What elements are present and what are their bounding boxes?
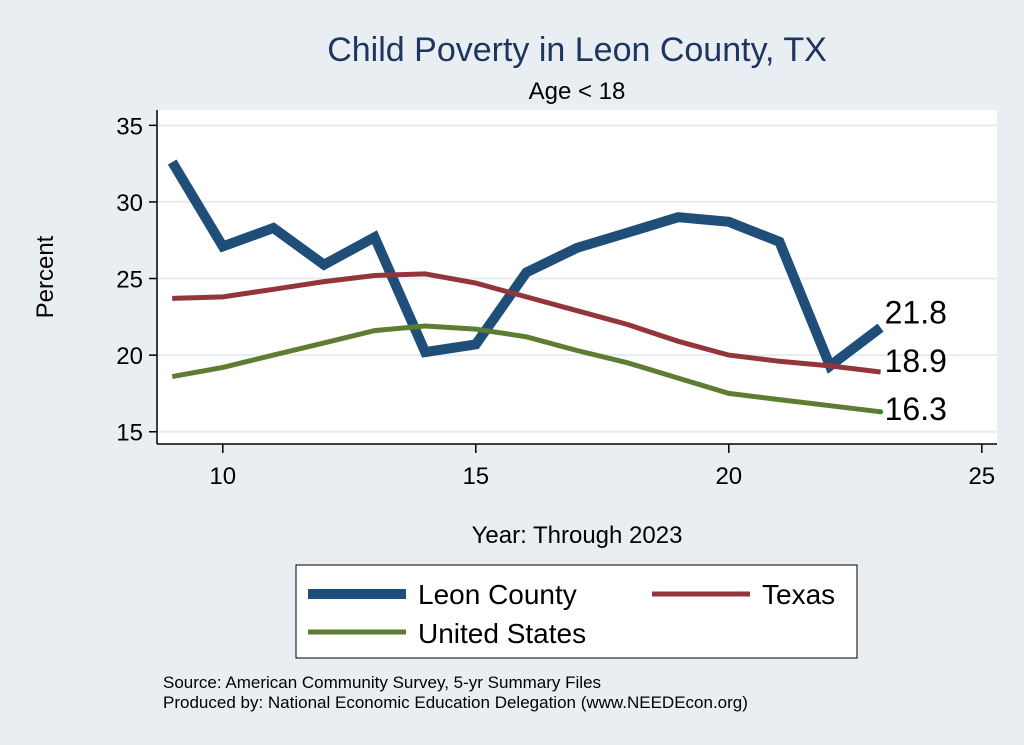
y-axis-title: Percent	[32, 235, 59, 318]
x-tick-label: 10	[209, 463, 236, 490]
series-line-united-states	[171, 323, 881, 415]
chart-subtitle: Age < 18	[529, 78, 626, 105]
end-label-leon-county: 21.8	[885, 295, 947, 331]
plot-area	[157, 110, 997, 444]
series-line-leon-county	[167, 159, 884, 374]
legend-label-leon-county: Leon County	[418, 579, 577, 610]
x-tick-label: 20	[715, 463, 742, 490]
legend-label-united-states: United States	[418, 618, 586, 649]
end-labels: 21.8 18.9 16.3	[878, 295, 947, 427]
x-tick-label: 25	[968, 463, 995, 490]
legend-label-texas: Texas	[762, 579, 835, 610]
y-tick-label: 25	[116, 267, 143, 294]
end-label-texas: 18.9	[885, 343, 947, 379]
y-tick-label: 30	[116, 190, 143, 217]
y-tick-label: 20	[116, 343, 143, 370]
produced-by-note: Produced by: National Economic Education…	[163, 693, 748, 712]
y-tick-label: 15	[116, 420, 143, 447]
legend-box	[295, 564, 858, 659]
series-line-texas	[172, 271, 881, 375]
legend: Leon County Texas United States	[295, 564, 858, 659]
series-lines	[167, 159, 884, 415]
y-tick-label: 35	[116, 113, 143, 140]
chart-title: Child Poverty in Leon County, TX	[327, 31, 827, 69]
source-note: Source: American Community Survey, 5-yr …	[163, 673, 601, 692]
x-tick-label: 15	[462, 463, 489, 490]
end-label-united-states: 16.3	[885, 391, 947, 427]
axes: 15 20 25 30 35 10 15 20 25	[116, 110, 997, 490]
x-axis-title: Year: Through 2023	[472, 522, 683, 549]
gridlines	[157, 124, 997, 433]
series-end-marker-united-states	[878, 409, 884, 415]
